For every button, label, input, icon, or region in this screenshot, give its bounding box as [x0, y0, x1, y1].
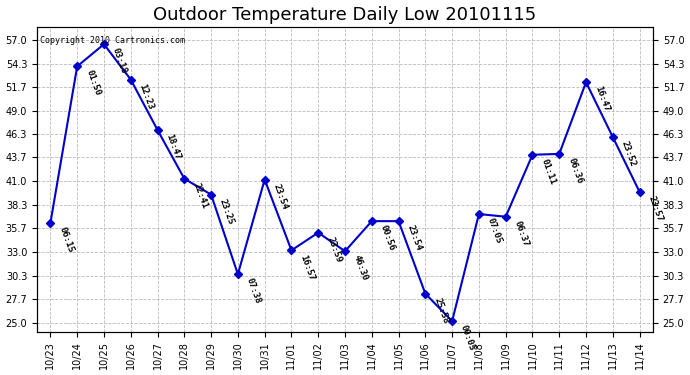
Text: 23:54: 23:54 [272, 182, 289, 211]
Text: 01:50: 01:50 [84, 69, 102, 98]
Text: 07:05: 07:05 [486, 217, 504, 245]
Text: Copyright 2010 Cartronics.com: Copyright 2010 Cartronics.com [40, 36, 185, 45]
Text: 16:47: 16:47 [593, 85, 611, 113]
Text: 12:23: 12:23 [138, 82, 155, 111]
Text: 46:30: 46:30 [352, 254, 370, 282]
Text: 00:56: 00:56 [379, 224, 396, 252]
Text: 23:52: 23:52 [620, 140, 638, 168]
Text: 01:11: 01:11 [540, 158, 557, 186]
Text: 03:18: 03:18 [111, 47, 128, 75]
Text: 07:38: 07:38 [245, 277, 262, 305]
Title: Outdoor Temperature Daily Low 20101115: Outdoor Temperature Daily Low 20101115 [153, 6, 537, 24]
Text: 25:58: 25:58 [433, 297, 450, 325]
Text: 23:54: 23:54 [406, 224, 423, 252]
Text: 06:37: 06:37 [513, 219, 531, 248]
Text: 22:41: 22:41 [191, 182, 209, 210]
Text: 18:47: 18:47 [164, 133, 182, 161]
Text: 23:57: 23:57 [647, 195, 664, 223]
Text: 16:57: 16:57 [298, 253, 316, 282]
Text: 23:25: 23:25 [218, 197, 236, 226]
Text: 23:59: 23:59 [325, 236, 343, 264]
Text: 00:05: 00:05 [459, 324, 477, 352]
Text: 06:36: 06:36 [566, 157, 584, 185]
Text: 06:15: 06:15 [57, 226, 75, 254]
